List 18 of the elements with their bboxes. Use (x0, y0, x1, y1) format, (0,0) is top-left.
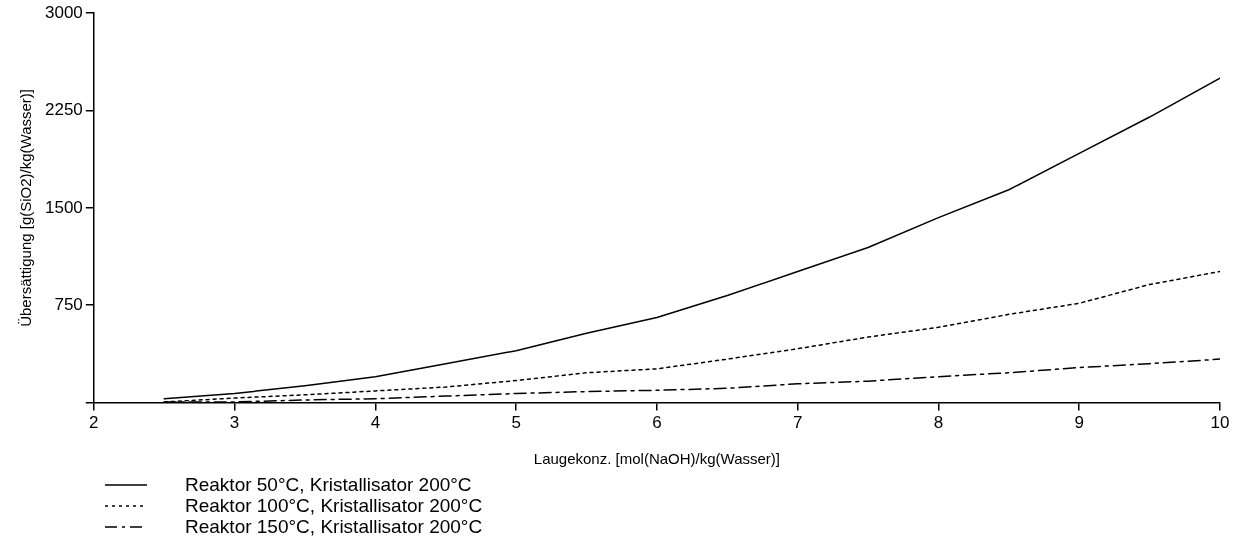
y-tick-label: 3000 (44, 2, 83, 22)
x-tick-label: 5 (511, 413, 521, 433)
y-tick-label: 750 (54, 294, 83, 314)
x-tick-label: 2 (89, 413, 99, 433)
legend-label: Reaktor 50°C, Kristallisator 200°C (185, 473, 472, 496)
x-tick-label: 9 (1074, 413, 1084, 433)
legend-label: Reaktor 100°C, Kristallisator 200°C (185, 494, 483, 517)
y-tick-label: 2250 (44, 100, 83, 120)
x-tick-label: 3 (229, 413, 240, 433)
x-axis-title: Laugekonz. [mol(NaOH)/kg(Wasser)] (533, 450, 780, 468)
x-tick-label: 10 (1210, 413, 1230, 433)
x-tick-label: 8 (933, 413, 944, 433)
y-axis-title: Übersättigung [g(SiO2)/kg(Wasser)] (17, 88, 35, 327)
x-tick-label: 6 (652, 413, 662, 433)
y-tick-label: 1500 (44, 197, 83, 217)
x-tick-label: 7 (792, 413, 803, 433)
legend-label: Reaktor 150°C, Kristallisator 200°C (185, 515, 483, 538)
x-tick-label: 4 (370, 413, 381, 433)
